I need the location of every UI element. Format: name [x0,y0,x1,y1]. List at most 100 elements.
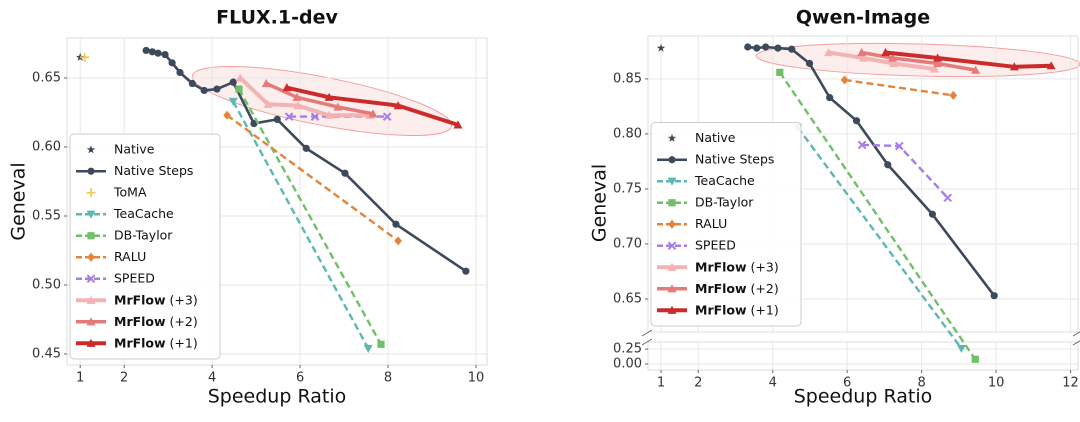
marker [943,193,953,203]
y-tick-label: 0.45 [32,346,61,361]
marker [826,94,834,102]
marker [668,199,676,207]
axis-break [641,329,1080,346]
legend-label: SPEED [695,237,736,252]
marker [154,49,162,57]
marker [667,262,677,271]
y-tick-label: 0.25 [613,342,642,357]
legend-label: DB-Taylor [695,194,754,209]
marker [453,120,463,129]
marker [235,85,243,93]
x-tick-label: 8 [917,376,925,391]
legend-label: ToMA [113,184,147,199]
marker [881,48,891,57]
marker [667,177,677,186]
y-tick-label: 0.75 [613,181,642,196]
marker [667,305,677,314]
marker [148,48,156,56]
marker [805,59,814,68]
marker [86,338,96,347]
x-tick-label: 6 [843,376,851,391]
marker [824,48,834,57]
marker [87,167,95,175]
marker [857,140,867,150]
y-tick-label: 0.55 [32,208,61,223]
marker [377,340,385,348]
y-tick-label: 0.65 [613,291,642,306]
marker [857,48,867,57]
marker [263,99,273,108]
x-tick-label: 8 [384,371,392,386]
marker [310,112,320,121]
marker [667,241,677,251]
legend-label: RALU [695,216,727,231]
plot-area-lower [647,341,1079,371]
legend-label: Native Steps [114,163,193,178]
legend-label: MrFlow (+1) [114,335,198,350]
marker [971,65,981,74]
x-tick-label: 4 [769,376,777,391]
x-axis-label: Speedup Ratio [208,386,346,408]
marker [667,284,677,293]
x-tick-label: 1 [657,376,665,391]
series-line [286,85,459,127]
marker [168,59,176,67]
legend-label: TeaCache [113,206,174,221]
marker [956,344,966,354]
marker [1009,62,1019,71]
marker [200,86,208,95]
marker [462,267,470,275]
series-line [226,114,399,242]
marker [744,43,752,51]
chart-title: Qwen-Image [796,7,930,29]
marker [884,161,892,169]
y-tick-label: 0.60 [32,140,61,155]
marker [86,274,96,284]
x-axis-label: Speedup Ratio [794,386,932,408]
marker [86,188,96,198]
marker [394,236,402,246]
marker [86,145,96,154]
marker [889,59,899,68]
legend-label: MrFlow (+3) [114,292,198,307]
series-line [862,143,949,199]
marker [213,85,221,93]
x-tick-label: 10 [468,371,485,386]
marker [668,156,676,164]
marker [235,73,245,82]
marker [284,112,294,121]
marker [228,97,238,106]
series-line [232,100,370,349]
legend-label: Native Steps [695,151,774,166]
marker [176,68,184,77]
marker [859,53,869,62]
legend-label: Native [114,141,155,156]
legend-label: RALU [114,249,146,264]
marker [840,75,849,85]
marker [333,102,343,111]
marker [656,43,666,52]
marker [894,141,904,151]
marker [774,44,782,52]
marker [393,101,403,110]
series-line [844,78,954,97]
series-line [861,50,976,72]
marker [273,115,281,124]
legend-label: DB-Taylor [114,227,173,242]
marker [293,101,303,110]
y-tick-label: 0.50 [32,277,61,292]
marker [292,92,302,101]
series-line [885,50,1052,69]
marker [930,64,940,73]
marker [933,53,943,62]
marker [363,344,373,353]
y-tick-label: 0.80 [613,126,642,141]
marker [223,110,231,120]
x-tick-label: 2 [120,371,128,386]
y-tick-label: 0.65 [32,71,61,86]
x-tick-label: 2 [694,376,702,391]
x-tick-label: 4 [208,371,216,386]
marker [852,117,861,125]
x-tick-label: 12 [1062,376,1079,391]
